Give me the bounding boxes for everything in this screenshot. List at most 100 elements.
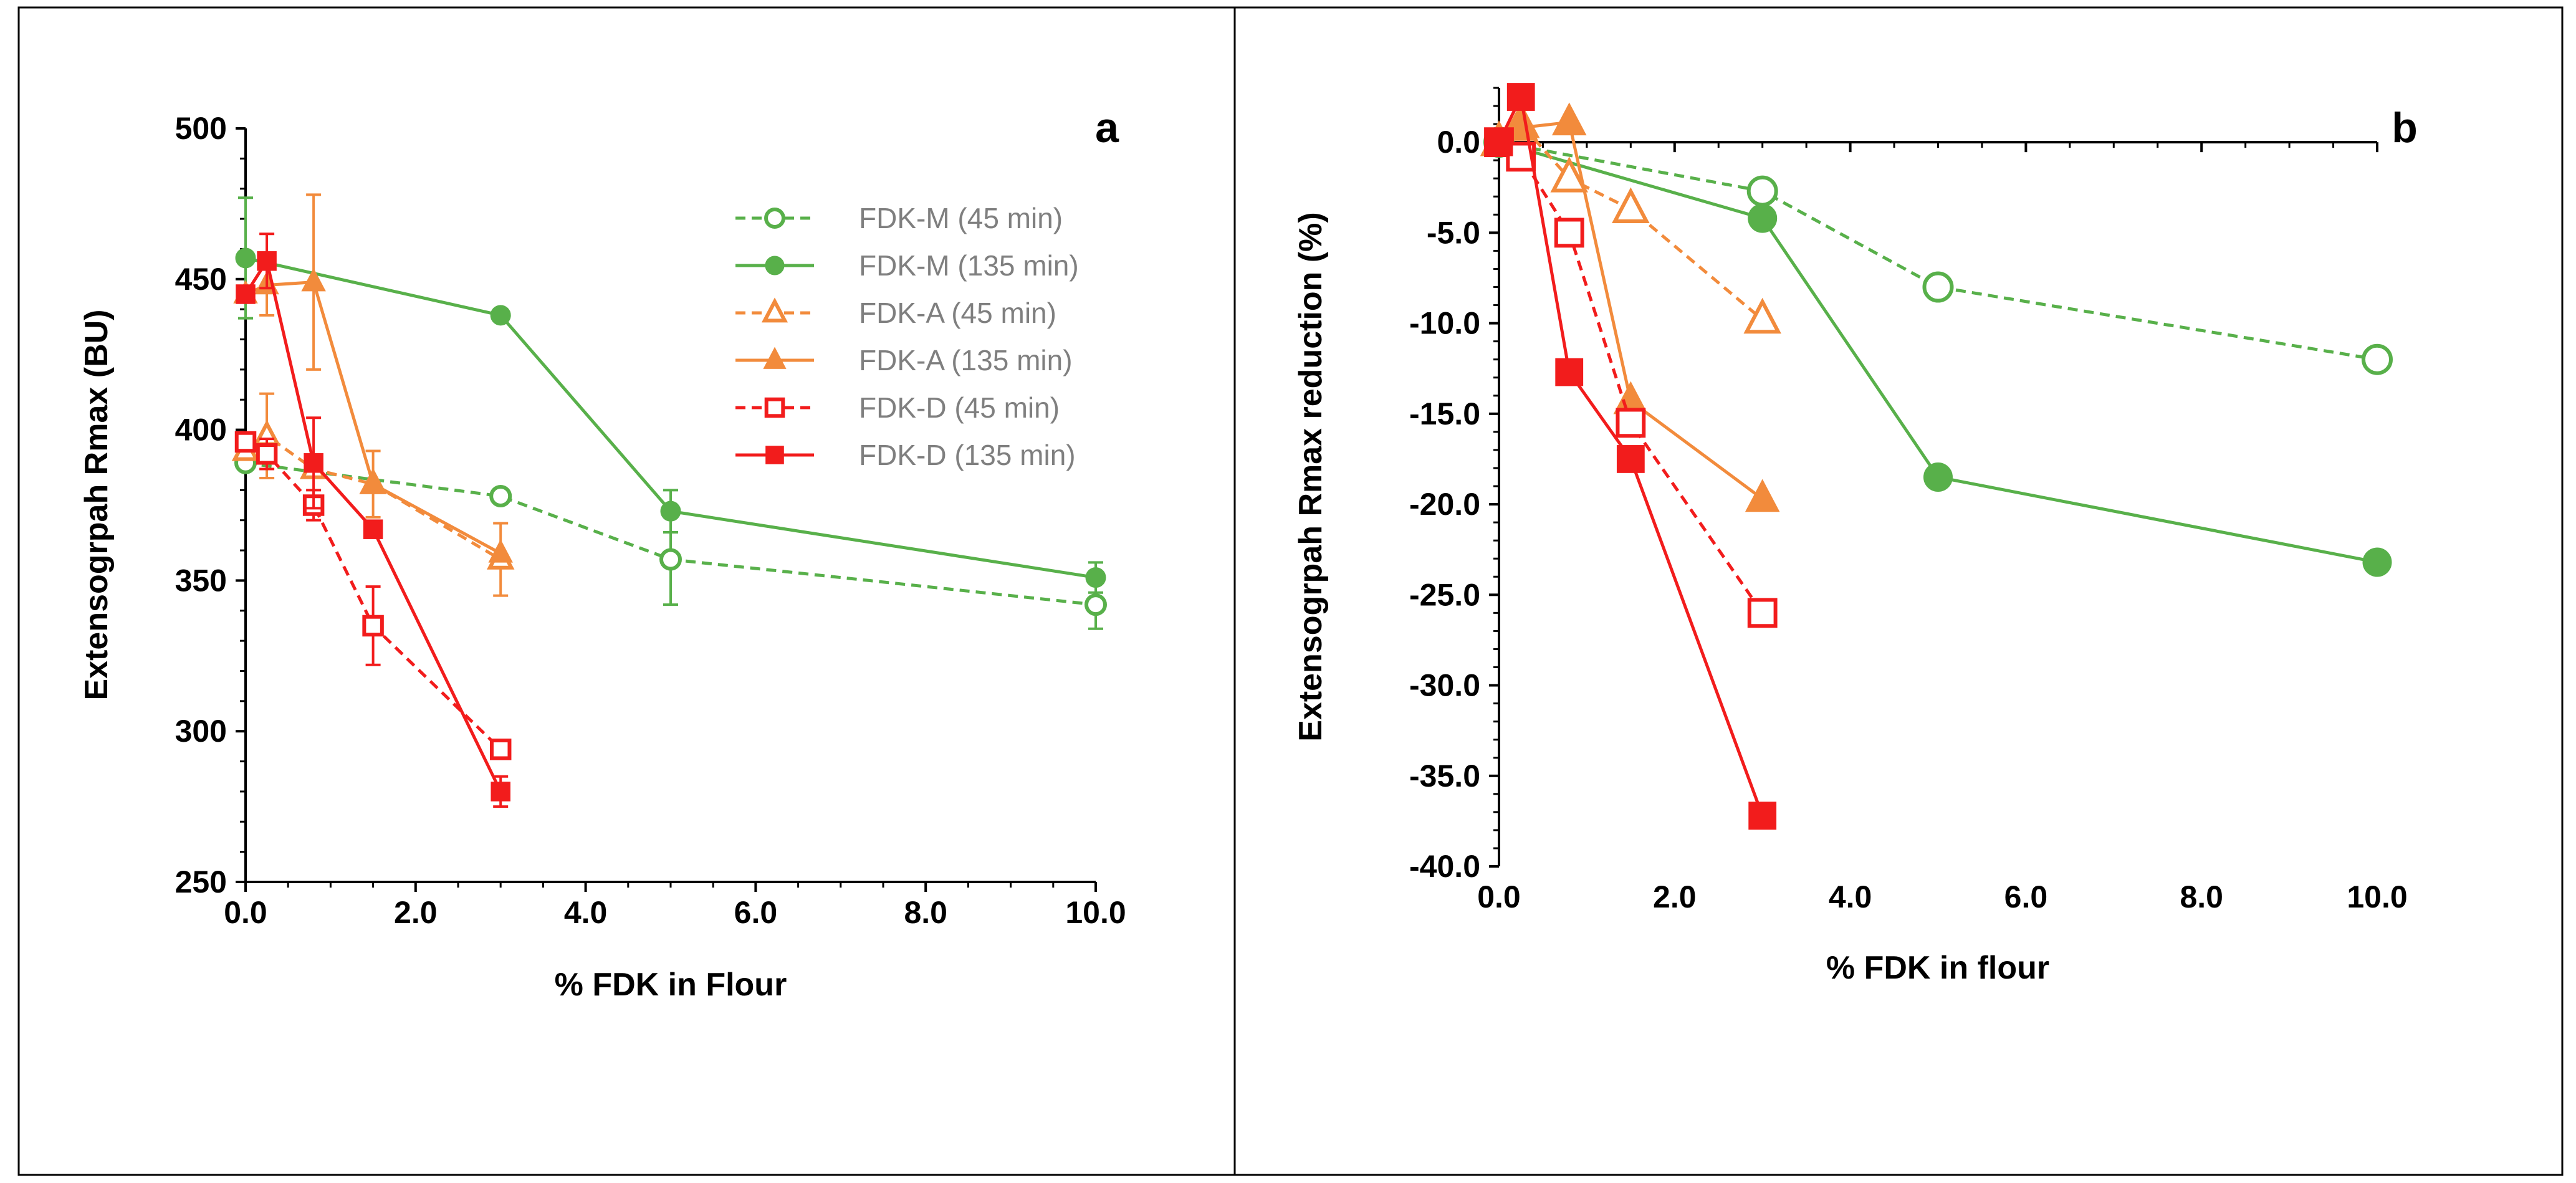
y-tick-label: 400 [175,413,227,448]
x-tick-label: 8.0 [2180,879,2223,914]
series-d135 [1485,83,1777,830]
x-axis-label: % FDK in Flour [555,967,787,1003]
x-tick-label: 10.0 [1065,895,1126,930]
y-tick-label: 300 [175,714,227,749]
data-point [256,443,278,465]
x-tick-label: 8.0 [904,895,947,930]
legend-label: FDK-D (45 min) [859,391,1060,424]
data-point [491,782,510,802]
series-m45 [234,451,1107,630]
legend-label: FDK-A (135 min) [859,344,1073,376]
x-tick-label: 0.0 [1477,879,1521,914]
data-point [234,431,257,453]
panel-a: 0.0 2.0 4.0 6.0 8.0 10.0 250 300 350 400 450 500 % F… [79,104,1126,1003]
y-tick-label: -5.0 [1427,215,1480,250]
data-point [235,247,256,269]
legend-label: FDK-M (135 min) [859,249,1079,282]
y-tick-label: -20.0 [1409,487,1480,522]
panel-b: 0.0 2.0 4.0 6.0 8.0 10.0 0.0 -5.0 -10.0 -15.0 -20.… [1293,83,2418,986]
y-axis-label: Extensogrpah Rmax reduction (%) [1293,212,1329,741]
data-point [1745,479,1780,512]
data-point [362,615,384,637]
x-tick-label: 6.0 [2004,879,2048,914]
x-tick-label: 0.0 [224,895,267,930]
legend-marker [763,347,787,369]
data-point [2362,343,2393,375]
series-line [245,461,1096,606]
data-point [489,738,512,760]
data-point [236,284,256,304]
data-point [2362,547,2392,577]
legend-label: FDK-M (45 min) [859,202,1063,234]
data-point [1485,128,1513,156]
x-tick-label: 4.0 [564,895,608,930]
data-point [1746,175,1778,207]
series-line [1498,140,2378,564]
data-point [1923,462,1953,492]
series-line [1498,140,2378,362]
x-tick-label: 6.0 [734,895,778,930]
data-point [1748,802,1777,830]
data-point [1743,297,1781,334]
data-point [660,501,681,522]
y-tick-label: 350 [175,563,227,598]
axes: 0.0 2.0 4.0 6.0 8.0 10.0 0.0 -5.0 -10.0 -15.0 -20.… [1293,87,2408,986]
legend-label: FDK-A (45 min) [859,297,1056,329]
legend-marker [765,256,785,275]
y-tick-label: -30.0 [1409,668,1480,703]
y-tick-label: 450 [175,262,227,297]
data-point [1616,408,1646,438]
y-tick-label: -10.0 [1409,306,1480,341]
legend-label: FDK-D (135 min) [859,439,1076,471]
data-point [489,484,512,507]
data-point [490,305,511,326]
y-tick-label: -25.0 [1409,577,1480,612]
panel-label: b [2392,104,2418,151]
x-axis-label: % FDK in flour [1826,950,2049,986]
data-point [1551,102,1587,136]
legend-item: FDK-D (45 min) [735,391,1060,424]
y-tick-label: -35.0 [1409,759,1480,793]
x-tick-label: 10.0 [2347,879,2407,914]
x-tick-label: 2.0 [394,895,438,930]
legend-marker [761,297,788,323]
y-tick-label: -15.0 [1409,396,1480,431]
y-tick-label: 250 [175,865,227,899]
data-point [1747,598,1778,628]
data-point [1922,271,1954,303]
legend-item: FDK-M (45 min) [735,202,1063,234]
data-point [363,519,383,539]
y-tick-label: -40.0 [1409,849,1480,884]
legend: FDK-M (45 min) FDK-M (135 min) FDK-A (45 m… [735,202,1079,471]
x-tick-label: 2.0 [1653,879,1697,914]
data-point [301,267,326,292]
x-tick-label: 4.0 [1829,879,1872,914]
data-point [1085,593,1107,616]
legend-marker [765,446,784,464]
data-point [1748,203,1778,233]
data-point [1554,218,1584,248]
series-m135 [235,196,1106,594]
data-point [1085,567,1106,588]
series-d135 [236,232,510,808]
data-point [304,453,323,473]
y-axis-label: Extensogrpah Rmax (BU) [79,310,115,701]
figure-frame [17,6,2564,1176]
data-point [659,548,682,571]
series-line [245,256,1096,580]
legend-item: FDK-A (135 min) [735,344,1073,376]
y-tick-label: 0.0 [1437,125,1480,160]
legend-marker [764,208,785,229]
data-point [1550,156,1588,193]
panel-label: a [1095,104,1119,151]
y-tick-label: 500 [175,111,227,146]
legend-item: FDK-M (135 min) [735,249,1079,282]
legend-item: FDK-D (135 min) [735,439,1076,471]
data-point [257,251,277,271]
legend-item: FDK-A (45 min) [735,297,1056,329]
data-point [488,539,513,563]
data-point [1555,358,1584,386]
data-point [360,469,386,494]
